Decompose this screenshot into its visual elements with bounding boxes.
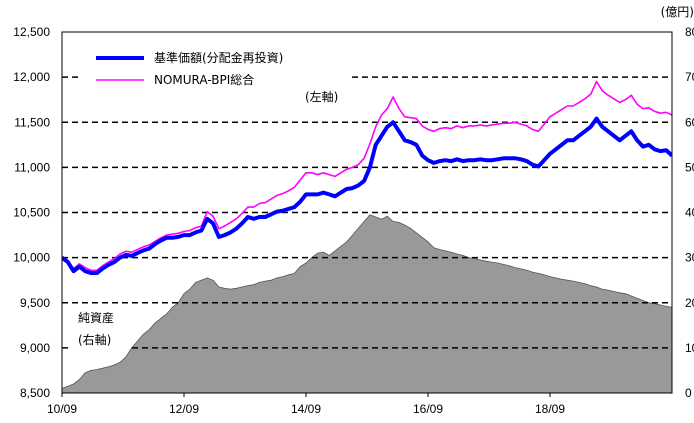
right-axis-unit: (億円) <box>661 5 694 19</box>
y-right-tick-label: 600 <box>685 115 694 129</box>
y-right-tick-label: 700 <box>685 70 694 84</box>
y-left-tick-label: 8,500 <box>20 386 50 400</box>
legend-label-nav: 基準価額(分配金再投資) <box>154 50 283 65</box>
y-left-tick-label: 9,500 <box>20 296 50 310</box>
legend-label-bpi: NOMURA-BPI総合 <box>154 72 254 87</box>
y-left-tick-label: 11,500 <box>14 115 50 129</box>
net-assets-label-background <box>72 307 130 349</box>
y-left-tick-label: 11,000 <box>14 160 50 174</box>
plot-frame <box>61 31 673 394</box>
y-right-tick-label: 500 <box>685 160 694 174</box>
y-right-tick-label: 400 <box>685 206 694 220</box>
right-axis-ticks: 0 100 200 300 400 500 600 700 800 <box>685 25 694 400</box>
y-right-tick-label: 300 <box>685 251 694 265</box>
series-line-bpi <box>62 80 672 272</box>
x-tick-label: 16/09 <box>413 402 443 416</box>
y-left-tick-label: 10,000 <box>13 251 50 265</box>
net-assets-label: 純資産 (右軸) <box>72 307 130 349</box>
series-line-nav <box>62 116 672 275</box>
series-lines-layer <box>62 80 672 275</box>
y-left-tick-label: 9,000 <box>20 341 50 355</box>
x-tick-label: 14/09 <box>291 402 321 416</box>
x-tick-label: 12/09 <box>169 402 199 416</box>
left-axis-ticks: 8,500 9,000 9,500 10,000 10,500 11,000 11,500 1… <box>13 25 50 400</box>
net-assets-label-line1: 純資産 <box>78 310 114 325</box>
y-right-tick-label: 800 <box>685 25 694 39</box>
legend-background <box>80 40 350 102</box>
x-tick-label: 18/09 <box>535 402 565 416</box>
left-axis-note: (左軸) <box>305 89 338 104</box>
net-assets-label-line2: (右軸) <box>78 332 111 347</box>
y-left-tick-label: 12,000 <box>13 70 50 84</box>
y-left-tick-label: 12,500 <box>13 25 50 39</box>
y-right-tick-label: 0 <box>685 386 692 400</box>
y-right-tick-label: 100 <box>685 341 694 355</box>
legend: 基準価額(分配金再投資) NOMURA-BPI総合 <box>80 40 350 102</box>
x-tick-label: 10/09 <box>47 402 77 416</box>
x-axis-ticks: 10/09 12/09 14/09 16/09 18/09 <box>47 393 565 416</box>
y-right-tick-label: 200 <box>685 296 694 310</box>
y-left-tick-label: 10,500 <box>13 206 50 220</box>
